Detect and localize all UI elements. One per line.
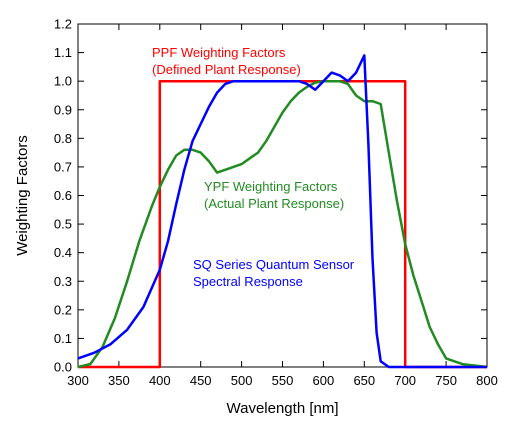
y-tick-label: 1.0 <box>54 74 72 89</box>
y-tick-label: 0.7 <box>54 159 72 174</box>
ypf-annotation-line-2: (Actual Plant Response) <box>204 196 344 211</box>
series-lines <box>77 54 488 369</box>
x-tick-label: 500 <box>231 373 253 388</box>
ppf-annotation-line-2: (Defined Plant Response) <box>152 62 301 77</box>
y-tick-label: 0.8 <box>54 131 72 146</box>
ypf-series-line <box>77 79 488 369</box>
y-axis-label: Weighting Factors <box>14 135 31 256</box>
x-tick-label: 300 <box>67 373 89 388</box>
sq-sensor-series-line <box>77 54 487 369</box>
y-tick-label: 0.2 <box>54 302 72 317</box>
x-tick-label: 550 <box>272 373 294 388</box>
y-tick-label: 1.1 <box>54 45 72 60</box>
x-tick-label: 350 <box>108 373 130 388</box>
x-axis-label: Wavelength [nm] <box>227 400 339 417</box>
sq-sensor-annotation-line-1: SQ Series Quantum Sensor <box>193 257 355 272</box>
y-tick-label: 0.5 <box>54 217 72 232</box>
ppf-annotation-line-1: PPF Weighting Factors <box>152 45 286 60</box>
y-tick-label: 0.4 <box>54 245 72 260</box>
axis-ticks: 300 350 400 450 500 550 600 650 700 750 800 0.0 0.1 0… <box>54 17 498 389</box>
x-tick-label: 700 <box>394 373 416 388</box>
y-tick-label: 0.9 <box>54 102 72 117</box>
y-tick-label: 0.0 <box>54 360 72 375</box>
annotations: PPF Weighting Factors (Defined Plant Resp… <box>152 45 355 289</box>
ypf-annotation-line-1: YPF Weighting Factors <box>204 179 338 194</box>
x-tick-label: 650 <box>353 373 375 388</box>
x-tick-label: 800 <box>476 373 498 388</box>
x-tick-label: 450 <box>190 373 212 388</box>
y-tick-label: 0.6 <box>54 188 72 203</box>
x-tick-label: 750 <box>435 373 457 388</box>
x-tick-label: 400 <box>149 373 171 388</box>
y-tick-label: 1.2 <box>54 17 72 32</box>
sq-sensor-annotation-line-2: Spectral Response <box>193 274 303 289</box>
y-tick-label: 0.3 <box>54 274 72 289</box>
y-tick-label: 0.1 <box>54 331 72 346</box>
x-tick-label: 600 <box>313 373 335 388</box>
